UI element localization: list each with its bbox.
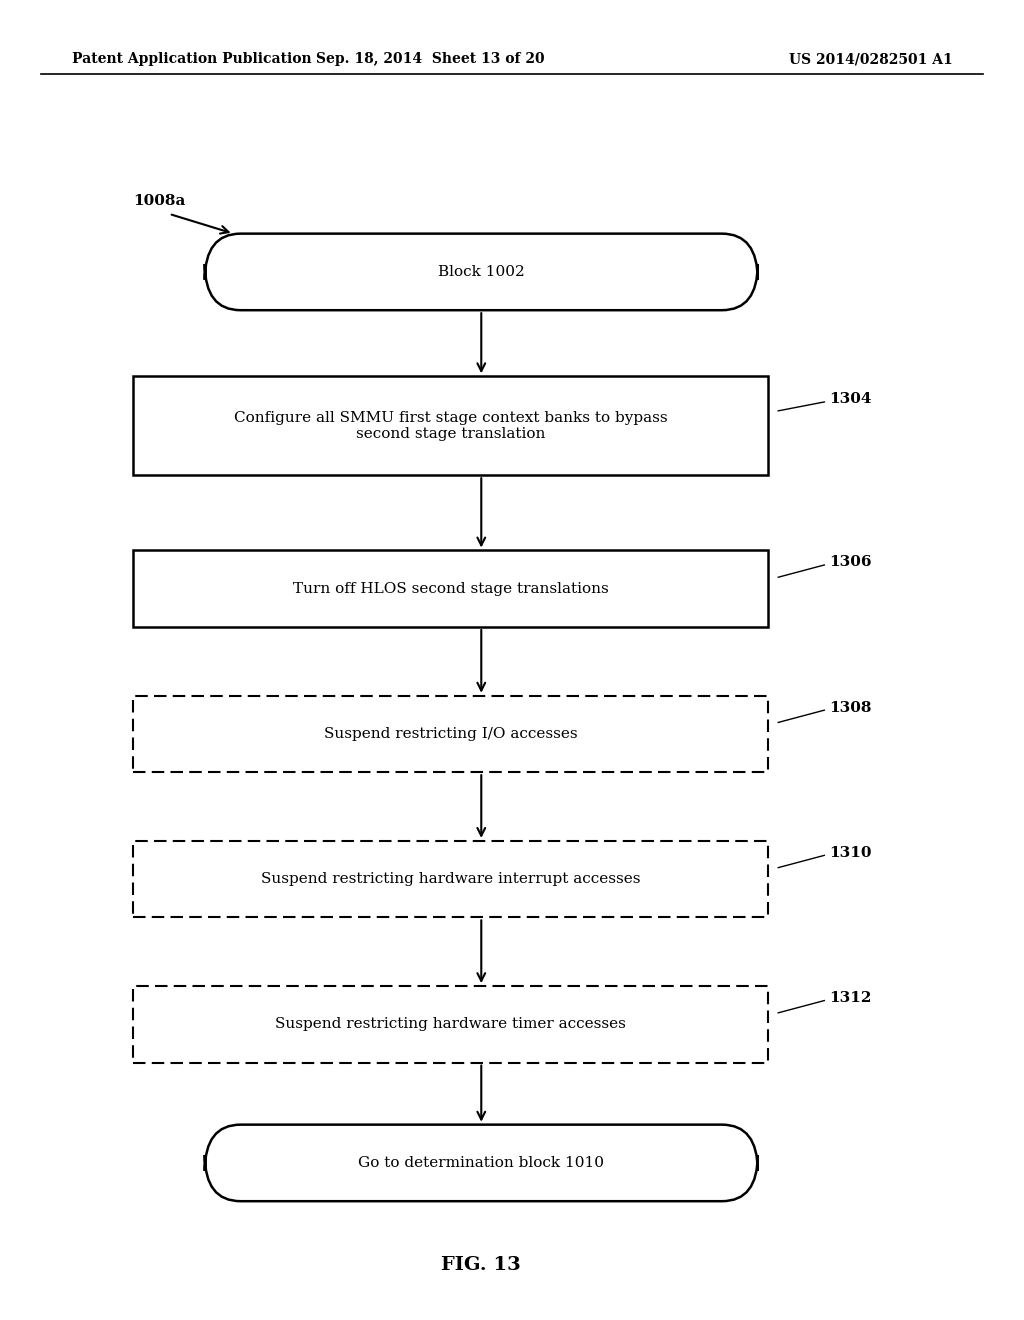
Text: Go to determination block 1010: Go to determination block 1010	[358, 1156, 604, 1170]
Text: Suspend restricting hardware interrupt accesses: Suspend restricting hardware interrupt a…	[261, 873, 640, 886]
Text: FIG. 13: FIG. 13	[441, 1255, 521, 1274]
Text: Sep. 18, 2014  Sheet 13 of 20: Sep. 18, 2014 Sheet 13 of 20	[315, 53, 545, 66]
Bar	[133, 550, 768, 627]
Text: Turn off HLOS second stage translations: Turn off HLOS second stage translations	[293, 582, 608, 595]
Bar	[133, 986, 768, 1063]
Text: US 2014/0282501 A1: US 2014/0282501 A1	[788, 53, 952, 66]
Text: 1304: 1304	[829, 392, 872, 407]
Text: Patent Application Publication: Patent Application Publication	[72, 53, 311, 66]
Text: 1310: 1310	[829, 846, 872, 859]
Bar	[133, 696, 768, 772]
Text: 1306: 1306	[829, 556, 872, 569]
Text: Block 1002: Block 1002	[438, 265, 524, 279]
Text: 1308: 1308	[829, 701, 872, 714]
Bar	[133, 841, 768, 917]
Bar	[133, 376, 768, 475]
Text: 1312: 1312	[829, 991, 871, 1005]
FancyBboxPatch shape	[205, 1125, 758, 1201]
FancyBboxPatch shape	[205, 234, 758, 310]
Text: Suspend restricting hardware timer accesses: Suspend restricting hardware timer acces…	[275, 1018, 626, 1031]
Text: Suspend restricting I/O accesses: Suspend restricting I/O accesses	[324, 727, 578, 741]
Text: 1008a: 1008a	[133, 194, 185, 207]
Text: Configure all SMMU first stage context banks to bypass
second stage translation: Configure all SMMU first stage context b…	[233, 411, 668, 441]
